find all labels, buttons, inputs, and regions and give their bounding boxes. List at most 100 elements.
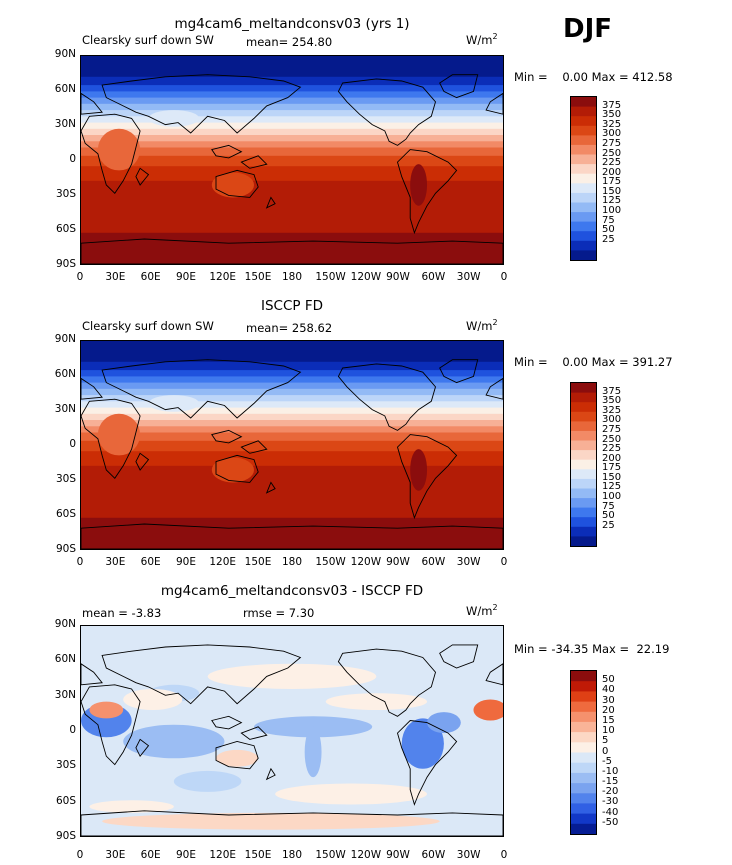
colorbar-tick-label: 350 <box>602 109 622 121</box>
coastline <box>439 644 479 669</box>
longitude-tick-label: 30E <box>105 556 126 568</box>
coastline <box>396 434 458 520</box>
min-max-label: Min = -34.35 Max = 22.19 <box>514 642 670 656</box>
colorbar-swatch <box>571 536 596 546</box>
units-label: W/m2 <box>466 32 498 47</box>
colorbar-swatch <box>571 116 596 127</box>
coastline <box>265 767 276 781</box>
contour-blob <box>123 724 225 759</box>
coastline <box>215 454 259 483</box>
latitude-tick-label: 30S <box>55 188 76 200</box>
latitude-tick-label: 90N <box>54 618 76 630</box>
latitude-tick-label: 60S <box>55 508 76 520</box>
contour-blob <box>410 164 428 206</box>
colorbar-tick-label: 0 <box>602 745 609 757</box>
colorbar-swatch <box>571 691 596 703</box>
latitude-tick-label: 0 <box>69 153 76 165</box>
coastline <box>81 377 103 400</box>
latitude-tick-label: 90S <box>55 830 76 842</box>
colorbar-tick-label: -5 <box>602 755 612 767</box>
colorbar <box>570 382 597 547</box>
coastline <box>81 810 503 836</box>
longitude-tick-label: 60E <box>140 556 161 568</box>
contour-blob <box>211 457 255 483</box>
latitude-tick-label: 60N <box>54 83 76 95</box>
colorbar-tick-label: -10 <box>602 765 619 777</box>
longitude-tick-label: 120W <box>350 556 382 568</box>
contour-blob <box>123 689 183 710</box>
contour-blob <box>304 726 322 778</box>
colorbar-tick-label: -50 <box>602 816 619 828</box>
contour-band <box>81 85 503 92</box>
coastline <box>211 715 243 730</box>
longitude-tick-label: 90E <box>176 849 196 861</box>
colorbar-tick-label: 200 <box>602 452 622 464</box>
contour-band <box>81 76 503 86</box>
coastline <box>265 196 276 209</box>
coastline <box>211 144 243 159</box>
colorbar-tick-label: 300 <box>602 414 622 426</box>
min-max-label: Min = 0.00 Max = 391.27 <box>514 355 673 369</box>
longitude-tick-label: 90E <box>176 271 196 283</box>
contour-band <box>81 141 503 149</box>
colorbar-swatch <box>571 671 596 682</box>
longitude-tick-label: 0 <box>500 556 508 568</box>
contour-blob <box>97 413 141 456</box>
season-label: DJF <box>563 14 613 44</box>
longitude-tick-label: 180 <box>281 849 303 861</box>
variable-label: Clearsky surf down SW <box>82 33 214 47</box>
coastline <box>101 359 302 419</box>
colorbar-swatch <box>571 97 596 108</box>
colorbar-tick-label: 375 <box>602 385 622 397</box>
colorbar-swatch <box>571 144 596 156</box>
colorbar-swatch <box>571 411 596 422</box>
latitude-tick-label: 60S <box>55 223 76 235</box>
coastline <box>81 113 141 194</box>
coastline <box>485 663 503 686</box>
coastline <box>240 726 268 740</box>
longitude-tick-label: 90W <box>386 849 410 861</box>
colorbar-swatch <box>571 164 596 175</box>
contour-band <box>81 232 503 264</box>
colorbar-tick-label: 275 <box>602 137 622 149</box>
contour-band <box>81 361 503 371</box>
latitude-tick-label: 0 <box>69 724 76 736</box>
latitude-tick-label: 30N <box>54 403 76 415</box>
colorbar-tick-label: 5 <box>602 735 609 747</box>
colorbar-tick-label: 150 <box>602 471 622 483</box>
contour-band <box>81 180 503 234</box>
longitude-tick-label: 150E <box>244 556 272 568</box>
colorbar-tick-label: 50 <box>602 510 615 522</box>
longitude-tick-label: 90E <box>176 556 196 568</box>
panel-title: ISCCP FD <box>261 298 323 314</box>
colorbar-tick-label: 250 <box>602 147 622 159</box>
field-map <box>80 55 504 265</box>
coastline <box>215 169 259 198</box>
latitude-tick-label: 90N <box>54 48 76 60</box>
colorbar-swatch <box>571 106 596 117</box>
colorbar-tick-label: 15 <box>602 714 615 726</box>
contour-band <box>81 103 503 111</box>
variable-label: Clearsky surf down SW <box>82 319 214 333</box>
contour-band <box>81 440 503 452</box>
contour-band <box>81 147 503 157</box>
longitude-tick-label: 30W <box>456 271 481 283</box>
contour-band <box>81 382 503 390</box>
contour-blob <box>473 699 503 721</box>
colorbar-tick-label: 325 <box>602 404 622 416</box>
colorbar-tick-label: 275 <box>602 423 622 435</box>
coastline <box>240 155 268 169</box>
colorbar-tick-label: 25 <box>602 519 615 531</box>
colorbar-swatch <box>571 402 596 413</box>
latitude-tick-label: 30S <box>55 473 76 485</box>
longitude-tick-label: 30W <box>456 849 481 861</box>
longitude-tick-label: 120W <box>350 849 382 861</box>
colorbar-tick-label: 325 <box>602 118 622 130</box>
latitude-tick-label: 0 <box>69 438 76 450</box>
latitude-tick-label: 30N <box>54 118 76 130</box>
contour-band <box>81 128 503 136</box>
colorbar-tick-label: 200 <box>602 166 622 178</box>
longitude-tick-label: 60E <box>140 849 161 861</box>
colorbar-swatch <box>571 732 596 743</box>
colorbar-swatch <box>571 183 596 194</box>
